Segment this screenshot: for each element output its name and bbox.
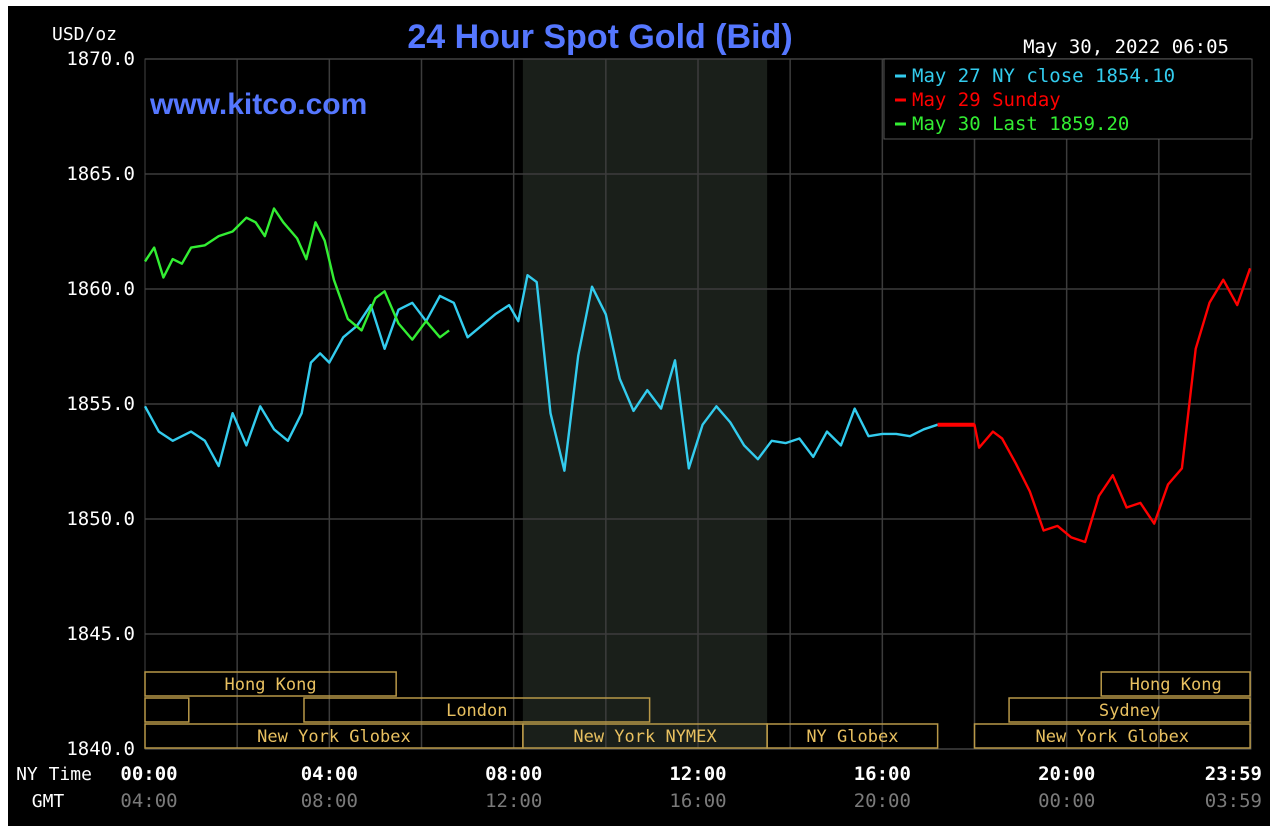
x-tick-gmt-1: 08:00 [301,790,358,812]
x-tick-ny-0: 00:00 [120,763,177,785]
market-sessions: Hong Kong London New York Globex New York N… [144,671,1251,749]
x-tick-ny-2: 08:00 [485,763,542,785]
chart-timestamp: May 30, 2022 06:05 [1023,36,1229,58]
ny-time-row-label: NY Time [16,764,92,785]
plot-border [144,58,1252,750]
x-tick-ny-3: 12:00 [669,763,726,785]
y-tick-label-1: 1865.0 [66,163,135,185]
x-tick-gmt-4: 20:00 [854,790,911,812]
watermark: www.kitco.com [149,88,367,121]
legend-box [883,58,1253,140]
session-box-6 [1100,671,1251,697]
session-label-0: Hong Kong [225,675,317,695]
x-tick-gmt-2: 12:00 [485,790,542,812]
session-label-4: New York NYMEX [573,727,717,747]
x-tick-ny-4: 16:00 [854,763,911,785]
session-box-2 [303,697,651,723]
x-axis-ticks: 00:00 04:00 04:00 08:00 08:00 12:00 12:00 16:00… [120,763,1262,812]
x-tick-gmt-6: 03:59 [1205,790,1262,812]
y-tick-label-3: 1855.0 [66,393,135,415]
session-box-5 [766,723,939,749]
y-tick-label-0: 1870.0 [66,48,135,70]
session-box-8 [973,723,1251,749]
series-line-may27 [143,274,938,472]
legend-entry-may29: May 29 Sunday [912,89,1061,111]
y-tick-label-6: 1840.0 [66,738,135,760]
session-box-1 [144,697,190,723]
series-line-may30 [144,207,450,341]
legend-entry-may27: May 27 NY close 1854.10 [912,65,1175,87]
y-tick-label-4: 1850.0 [66,508,135,530]
series-line-may29 [937,267,1252,544]
session-label-5: NY Globex [806,727,898,747]
session-label-7: Sydney [1099,701,1160,721]
y-tick-label-5: 1845.0 [66,623,135,645]
price-series [143,207,1252,544]
x-tick-gmt-0: 04:00 [120,790,177,812]
x-tick-gmt-5: 00:00 [1038,790,1095,812]
session-box-7 [1008,697,1251,723]
chart-title: 24 Hour Spot Gold (Bid) [407,18,792,56]
session-label-8: New York Globex [1036,727,1190,747]
x-tick-ny-5: 20:00 [1038,763,1095,785]
session-label-6: Hong Kong [1130,675,1222,695]
x-tick-gmt-3: 16:00 [669,790,726,812]
y-tick-label-2: 1860.0 [66,278,135,300]
y-axis-unit-label: USD/oz [52,24,117,45]
x-tick-ny-1: 04:00 [301,763,358,785]
grid-lines [145,58,1251,750]
y-axis-ticks: 1870.0 1865.0 1860.0 1855.0 1850.0 1845.0 1840… [66,48,135,760]
gmt-row-label: GMT [32,791,65,812]
session-box-0 [144,671,397,697]
x-tick-ny-6: 23:59 [1205,763,1262,785]
legend-entry-may30: May 30 Last 1859.20 [912,113,1129,135]
session-label-3: New York Globex [257,727,411,747]
session-label-2: London [446,701,507,721]
